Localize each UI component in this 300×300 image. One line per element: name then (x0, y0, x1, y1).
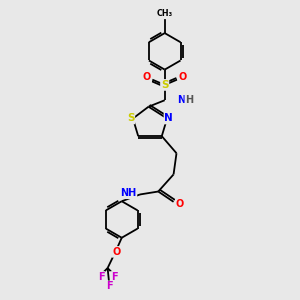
Text: S: S (161, 80, 169, 90)
Text: CH₃: CH₃ (157, 10, 173, 19)
Text: H: H (185, 95, 194, 105)
Text: O: O (143, 72, 151, 82)
Text: F: F (98, 272, 104, 282)
Text: S: S (127, 113, 134, 124)
Text: F: F (111, 272, 117, 282)
Text: O: O (176, 199, 184, 209)
Text: O: O (112, 247, 121, 257)
Text: N: N (164, 113, 173, 124)
Text: F: F (106, 281, 112, 291)
Text: NH: NH (120, 188, 136, 198)
Text: O: O (178, 72, 187, 82)
Text: NH: NH (177, 95, 193, 105)
